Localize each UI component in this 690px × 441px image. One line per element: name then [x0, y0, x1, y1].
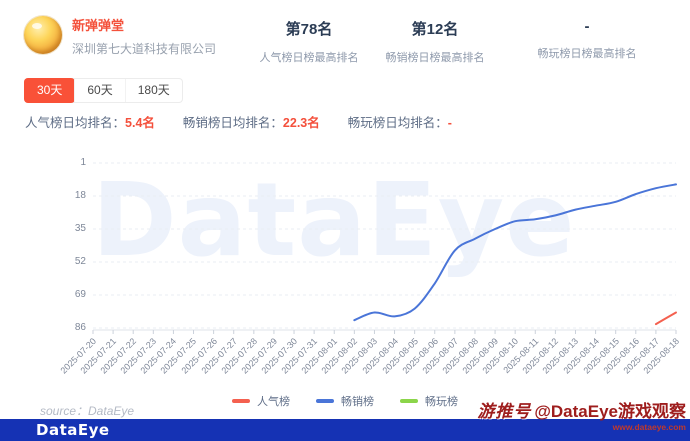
x-axis-label: 2025-07-28 [219, 336, 259, 376]
stat-value: 第12名 [411, 21, 459, 38]
series-line-人气榜 [654, 311, 677, 326]
x-axis-label: 2025-07-21 [78, 336, 119, 376]
x-axis-label: 2025-07-29 [239, 336, 280, 376]
legend-label: 人气榜 [257, 396, 290, 408]
x-axis-label: 2025-08-08 [440, 336, 481, 376]
x-axis-label: 2025-07-20 [58, 336, 99, 376]
legend-marker [400, 399, 418, 403]
x-axis-label: 2025-08-04 [360, 336, 400, 376]
tab-30天[interactable]: 30天 [24, 78, 76, 103]
x-axis-label: 2025-08-11 [501, 336, 541, 376]
chart-watermark: DataEye [92, 161, 576, 280]
summary-value: 22.3名 [282, 116, 320, 130]
x-axis-label: 2025-07-26 [179, 336, 219, 376]
range-tabs: 30天 60天 180天 [24, 78, 183, 103]
x-axis-label: 2025-08-02 [319, 336, 360, 376]
game-icon [24, 16, 62, 54]
x-axis-label: 2025-07-25 [158, 336, 199, 376]
footer-bar: DataEye [0, 419, 690, 441]
summary-label: 人气榜日均排名： [25, 116, 126, 130]
stat-column-3: - 畅玩榜日榜最高排名 [492, 18, 682, 61]
game-header: 新弹弹堂 深圳第七大道科技有限公司 [24, 16, 216, 57]
stamp-brand: 游推号 [477, 402, 532, 421]
source-note: source：DataEye [40, 404, 135, 418]
y-axis-label: 69 [74, 289, 86, 300]
stat-column-1: 第78名人气榜日榜最高排名 [214, 18, 404, 65]
stamp-url: www.dataeye.com [612, 422, 686, 432]
y-axis-label: 86 [74, 322, 86, 333]
summary-item-2: 畅销榜日均排名：22.3名 [183, 112, 320, 131]
x-axis-label: 2025-08-05 [380, 336, 420, 376]
legend-label: 畅玩榜 [425, 396, 458, 408]
x-axis-label: 2025-08-17 [621, 336, 661, 376]
x-axis-label: 2025-08-13 [540, 336, 581, 376]
x-axis-label: 2025-08-18 [641, 336, 682, 376]
chart-legend: 人气榜 畅销榜 畅玩榜 [0, 393, 690, 409]
company-name: 深圳第七大道科技有限公司 [72, 42, 217, 56]
legend-item-畅玩榜[interactable]: 畅玩榜 [400, 393, 458, 409]
summary-label: 畅玩榜日均排名： [347, 116, 448, 130]
summary-item-3: 畅玩榜日均排名：- [348, 112, 452, 131]
stamp-title: 游推号 @DataEye游戏观察 [477, 402, 686, 422]
x-axis-label: 2025-07-23 [118, 336, 159, 376]
game-name: 新弹弹堂 [72, 18, 125, 33]
stamp-watermark: 游推号 @DataEye游戏观察 www.dataeye.com [477, 402, 686, 432]
stat-value: 第78名 [285, 21, 333, 38]
tab-60天[interactable]: 60天 [74, 79, 124, 102]
footer-logo: DataEye [36, 421, 110, 439]
stat-label: 人气榜日榜最高排名 [259, 52, 359, 64]
x-axis-label: 2025-08-07 [420, 336, 460, 376]
tab-180天[interactable]: 180天 [124, 79, 182, 102]
stamp-account: @DataEye游戏观察 [534, 402, 686, 421]
legend-item-人气榜[interactable]: 人气榜 [232, 393, 290, 409]
series-line-畅销榜 [353, 183, 677, 322]
y-axis-label: 35 [74, 223, 86, 234]
x-axis-label: 2025-07-27 [199, 336, 239, 376]
x-axis-label: 2025-07-22 [98, 336, 139, 376]
game-titles: 新弹弹堂 深圳第七大道科技有限公司 [72, 16, 216, 57]
average-rank-summary: 人气榜日均排名：5.4名 畅销榜日均排名：22.3名 畅玩榜日均排名：- [25, 112, 452, 131]
stat-label: 畅玩榜日榜最高排名 [537, 48, 637, 60]
stat-value: - [584, 18, 590, 35]
legend-label: 畅销榜 [341, 396, 374, 408]
x-axis-label: 2025-08-03 [339, 336, 380, 376]
x-axis-label: 2025-08-16 [601, 336, 641, 376]
stat-column-2: 第12名畅销榜日榜最高排名 [340, 18, 530, 65]
y-axis-label: 1 [80, 157, 86, 168]
y-axis-label: 52 [74, 256, 86, 267]
x-axis-label: 2025-07-30 [259, 336, 300, 376]
legend-marker [316, 399, 334, 403]
x-axis-label: 2025-07-31 [279, 336, 320, 376]
x-axis-label: 2025-08-01 [299, 336, 340, 376]
x-axis-label: 2025-08-12 [520, 336, 561, 376]
x-axis-label: 2025-08-09 [460, 336, 501, 376]
summary-value: - [447, 116, 452, 130]
x-axis-label: 2025-08-06 [400, 336, 440, 376]
legend-item-畅销榜[interactable]: 畅销榜 [316, 393, 374, 409]
summary-item-1: 人气榜日均排名：5.4名 [25, 112, 155, 131]
x-axis-label: 2025-08-15 [581, 336, 621, 376]
legend-marker [232, 399, 250, 403]
y-axis-label: 18 [74, 190, 86, 201]
x-axis-label: 2025-08-14 [561, 336, 601, 376]
summary-value: 5.4名 [125, 116, 155, 130]
x-axis-label: 2025-08-10 [480, 336, 521, 376]
x-axis-label: 2025-07-24 [138, 336, 179, 376]
stat-label: 畅销榜日榜最高排名 [385, 52, 485, 64]
summary-label: 畅销榜日均排名： [182, 116, 283, 130]
